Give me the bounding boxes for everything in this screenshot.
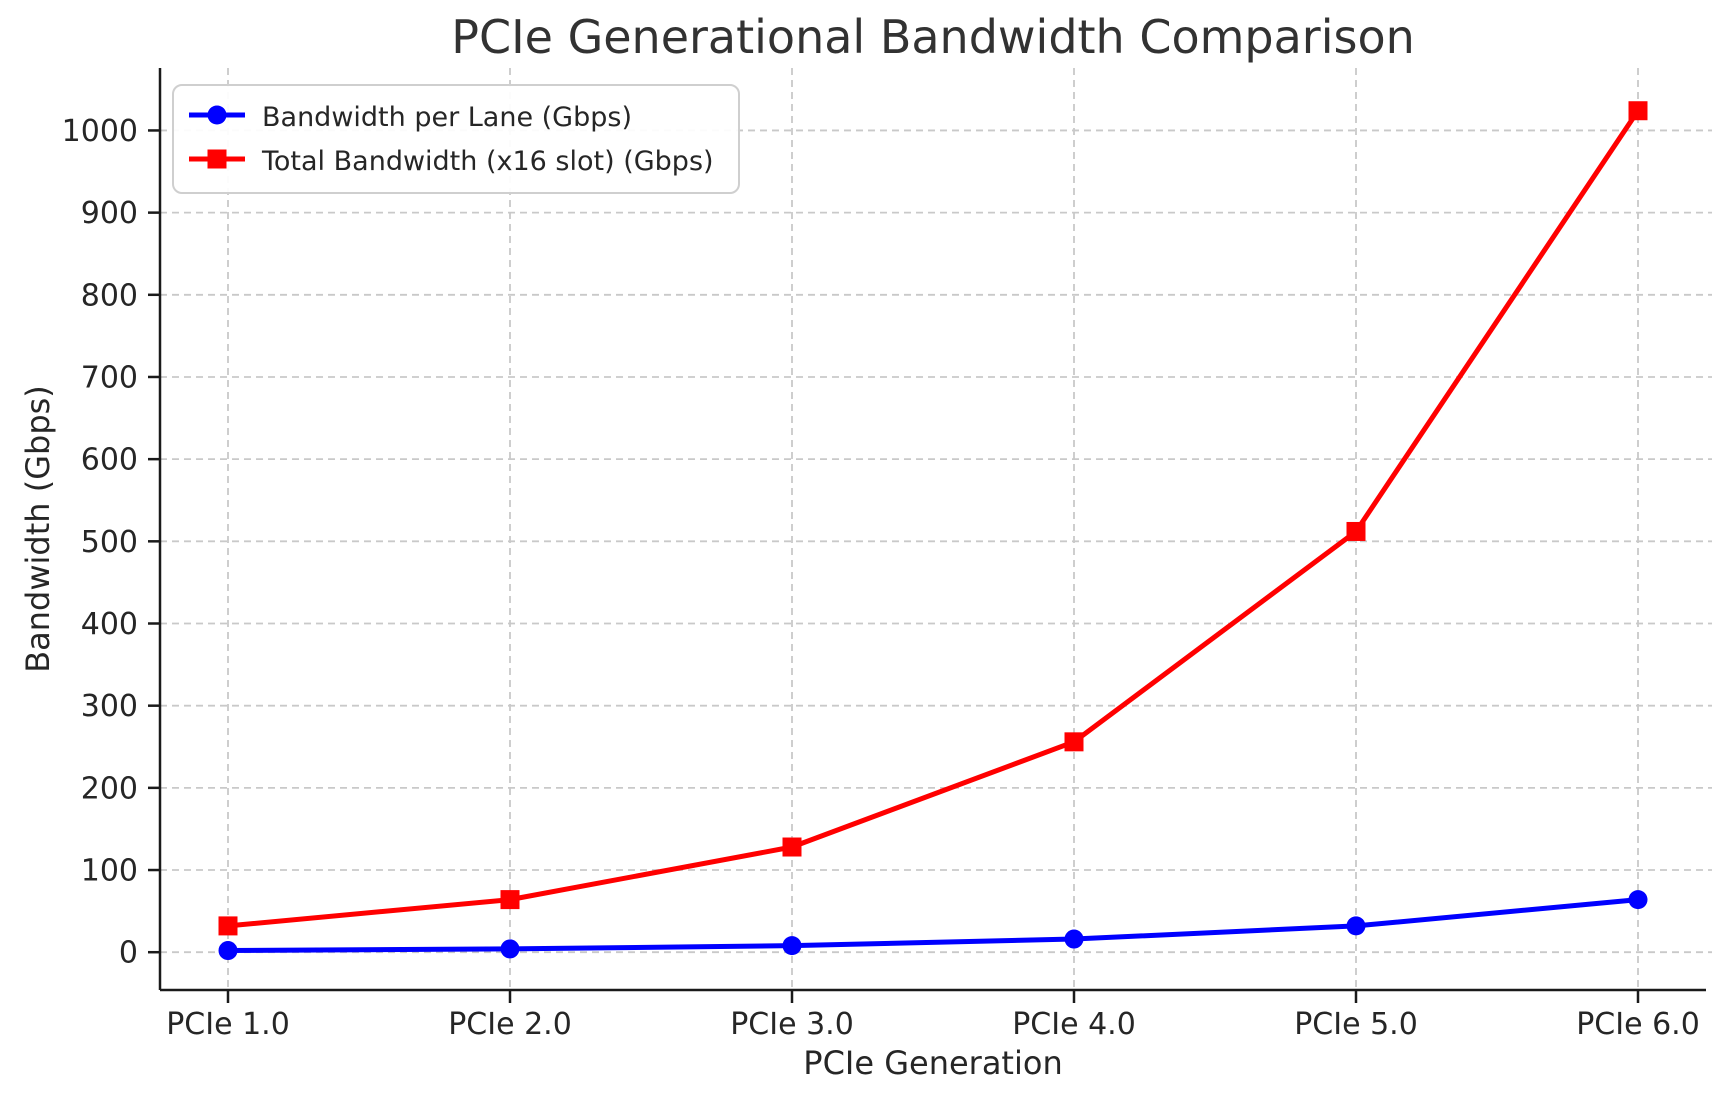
data-point-square: [782, 837, 802, 857]
y-axis-label: Bandwidth (Gbps): [19, 385, 57, 673]
y-tick-label: 1000: [62, 114, 138, 149]
y-tick-label: 100: [81, 854, 138, 889]
data-point-circle: [1628, 890, 1648, 910]
legend-item-label: Bandwidth per Lane (Gbps): [262, 101, 632, 133]
y-tick-label: 900: [81, 196, 138, 231]
data-point-square: [1064, 732, 1084, 752]
x-tick-label: PCIe 2.0: [448, 1007, 572, 1042]
data-point-circle: [1346, 916, 1366, 936]
circle-marker-glyph: [189, 105, 245, 125]
chart-title: PCIe Generational Bandwidth Comparison: [451, 10, 1415, 64]
y-tick-label: 700: [81, 360, 138, 395]
y-tick-label: 400: [81, 607, 138, 642]
x-tick-label: PCIe 5.0: [1294, 1007, 1418, 1042]
square-marker-glyph: [189, 149, 245, 169]
data-point-circle: [500, 939, 520, 959]
legend-item-total-bandwidth: Total Bandwidth (x16 slot) (Gbps): [186, 140, 714, 182]
x-tick-label: PCIe 4.0: [1012, 1007, 1136, 1042]
y-tick-label: 500: [81, 525, 138, 560]
legend: Bandwidth per Lane (Gbps) Total Bandwidt…: [172, 84, 740, 194]
x-tick-label: PCIe 3.0: [730, 1007, 854, 1042]
y-tick-label: 200: [81, 771, 138, 806]
y-tick-label: 300: [81, 689, 138, 724]
legend-item-label: Total Bandwidth (x16 slot) (Gbps): [262, 145, 714, 177]
data-point-square: [1346, 521, 1366, 541]
data-point-square: [218, 916, 238, 936]
y-tick-label: 600: [81, 443, 138, 478]
data-point-circle: [218, 941, 238, 961]
series-line-1: [225, 108, 1641, 929]
x-axis-label: PCIe Generation: [803, 1044, 1063, 1082]
legend-item-bandwidth-per-lane: Bandwidth per Lane (Gbps): [186, 96, 714, 138]
line-square-marker-icon: [186, 142, 248, 180]
data-point-square: [500, 890, 520, 910]
data-point-circle: [1064, 929, 1084, 949]
x-tick-label: PCIe 1.0: [166, 1007, 290, 1042]
x-tick-label: PCIe 6.0: [1576, 1007, 1700, 1042]
series-line-0: [225, 897, 1641, 954]
y-tick-label: 0: [119, 936, 138, 971]
data-point-square: [1628, 101, 1648, 121]
data-point-circle: [782, 936, 802, 956]
line-circle-marker-icon: [186, 98, 248, 136]
y-tick-label: 800: [81, 278, 138, 313]
